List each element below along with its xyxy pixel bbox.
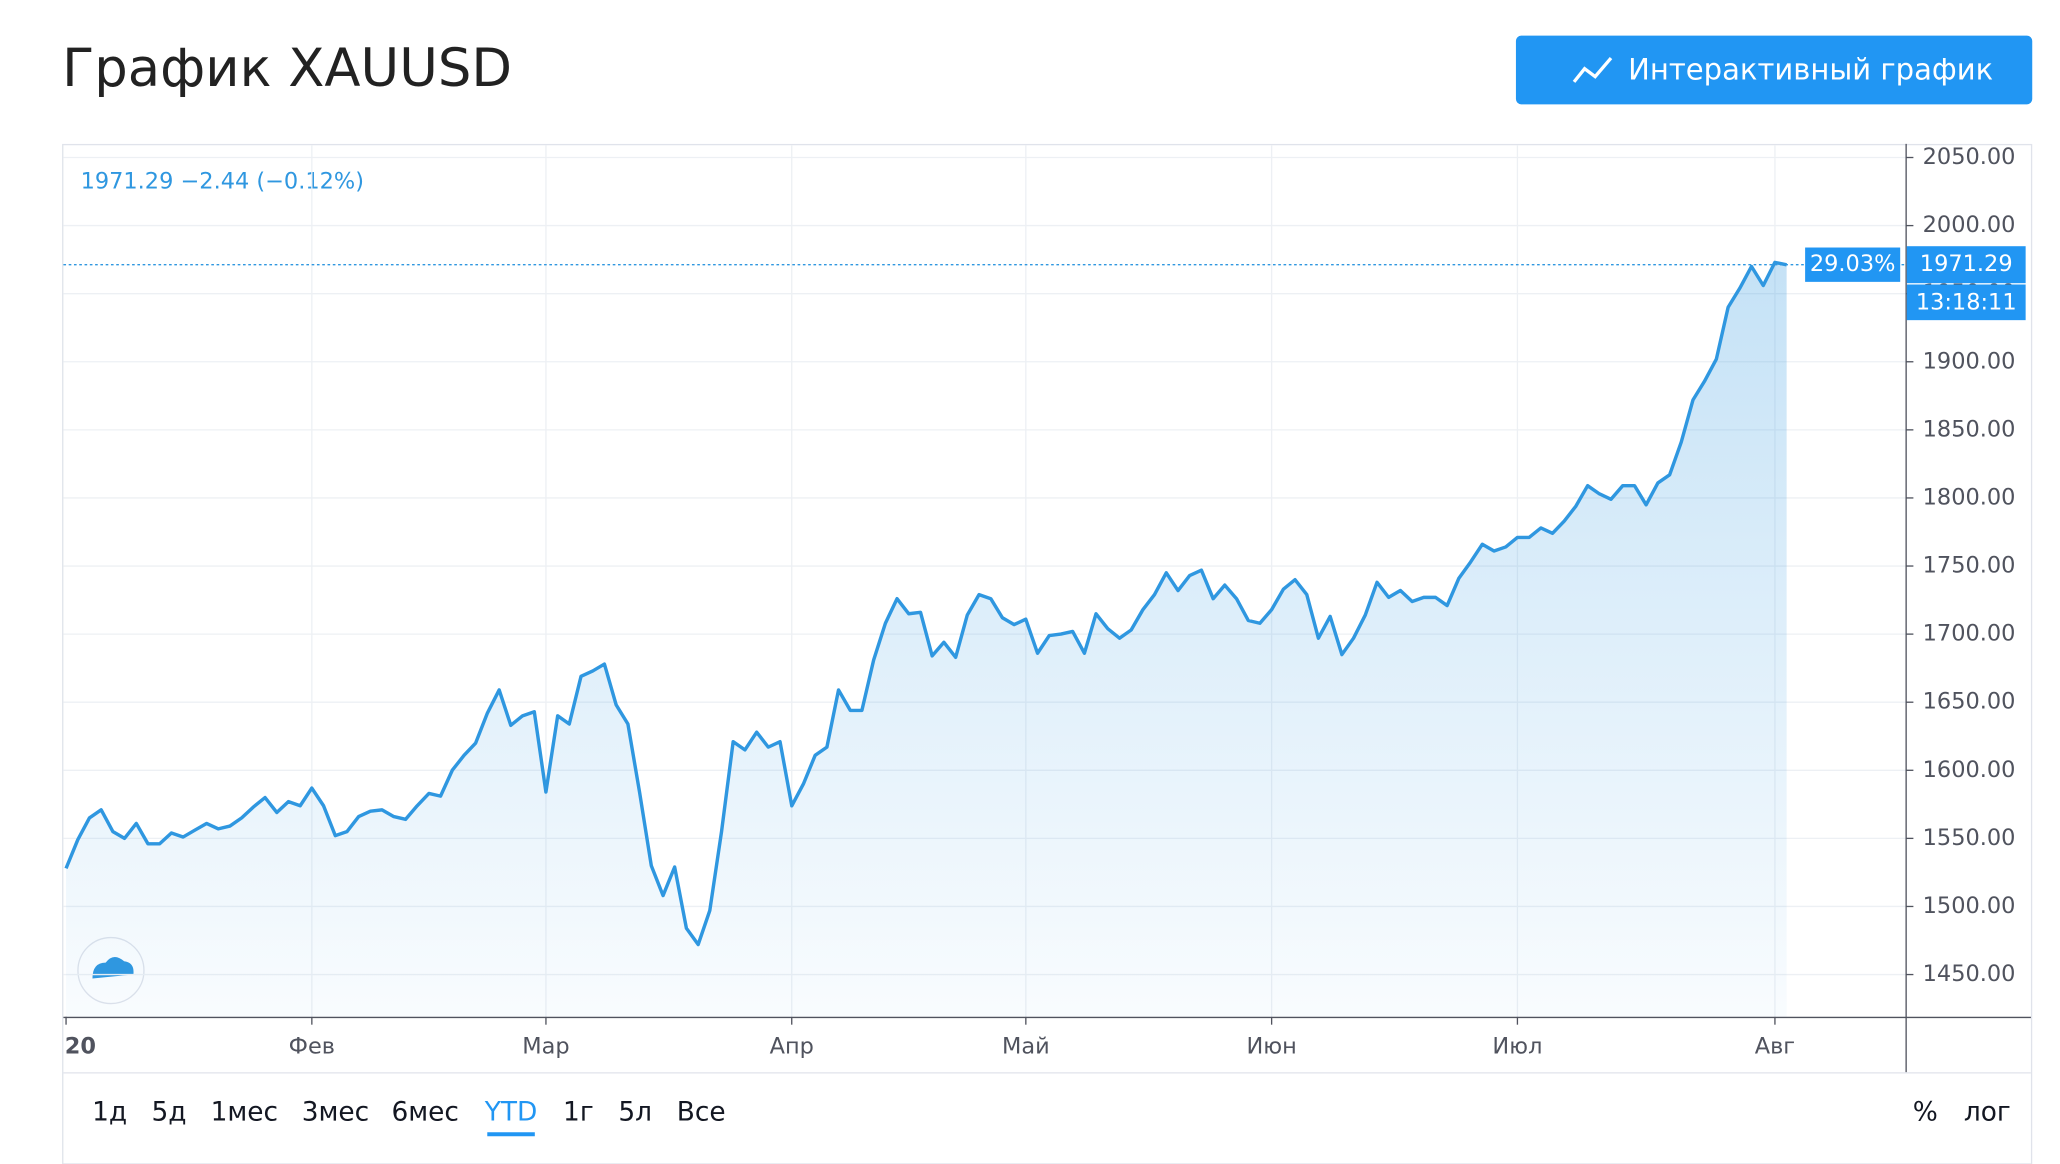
- x-tick-label: Апр: [770, 1034, 814, 1060]
- range-button[interactable]: 1мес: [211, 1097, 278, 1128]
- button-icon[interactable]: [1572, 57, 1613, 83]
- button-label[interactable]: Интерактивный график: [1628, 52, 1993, 86]
- price-badge: [1906, 246, 2026, 284]
- chart-frame: [62, 143, 2033, 1164]
- y-tick-label: 1600.00: [1923, 757, 2016, 783]
- countdown-label: 13:18:11: [1916, 289, 2017, 315]
- x-tick-label: Июн: [1246, 1034, 1296, 1060]
- percent-label: 29.03%: [1810, 251, 1896, 277]
- percent-badge: [1805, 247, 1901, 282]
- x-tick-label: Фев: [289, 1034, 335, 1060]
- y-tick-label: 1700.00: [1923, 621, 2016, 647]
- y-tick-label: 2050.00: [1923, 144, 2016, 170]
- x-tick-label: 20: [65, 1034, 96, 1060]
- y-tick-label: 1450.00: [1923, 961, 2016, 987]
- range-button[interactable]: 1г: [563, 1097, 594, 1128]
- y-tick-label: 1650.00: [1923, 689, 2016, 715]
- x-tick-label: Май: [1002, 1034, 1050, 1060]
- y-tick-label: 1800.00: [1923, 484, 2016, 510]
- y-tick-label: 1750.00: [1923, 553, 2016, 579]
- y-tick-label: 1850.00: [1923, 416, 2016, 442]
- price-label: 1971.29: [1920, 251, 2013, 277]
- interactive-button[interactable]: Интерактивный график: [1515, 35, 2033, 105]
- button-bg[interactable]: [1515, 35, 2033, 105]
- line: [64, 260, 1787, 947]
- y-tick-label: 1500.00: [1923, 893, 2016, 919]
- scale-button[interactable]: лог: [1964, 1097, 2011, 1128]
- y-tick-label: 2000.00: [1923, 212, 2016, 238]
- range-button[interactable]: YTD: [484, 1097, 538, 1128]
- x-tick-label: Мар: [522, 1034, 569, 1060]
- x-tick-label: Июл: [1492, 1034, 1542, 1060]
- scale-button[interactable]: %: [1913, 1097, 1938, 1128]
- range-button[interactable]: 6мес: [391, 1097, 458, 1128]
- page-title: График XAUUSD: [62, 38, 512, 99]
- countdown-badge: [1906, 284, 2026, 321]
- range-button[interactable]: 3мес: [302, 1097, 369, 1128]
- range-button[interactable]: Все: [677, 1097, 726, 1128]
- y-tick-label: 1900.00: [1923, 348, 2016, 374]
- x-tick-label: Авг: [1755, 1034, 1795, 1060]
- range-button[interactable]: 5д: [152, 1097, 187, 1128]
- range-button[interactable]: 1д: [92, 1097, 127, 1128]
- range-button[interactable]: 5л: [618, 1097, 652, 1128]
- legend: 1971.29 −2.44 (−0.12%): [81, 169, 364, 195]
- y-tick-label: 1550.00: [1923, 825, 2016, 851]
